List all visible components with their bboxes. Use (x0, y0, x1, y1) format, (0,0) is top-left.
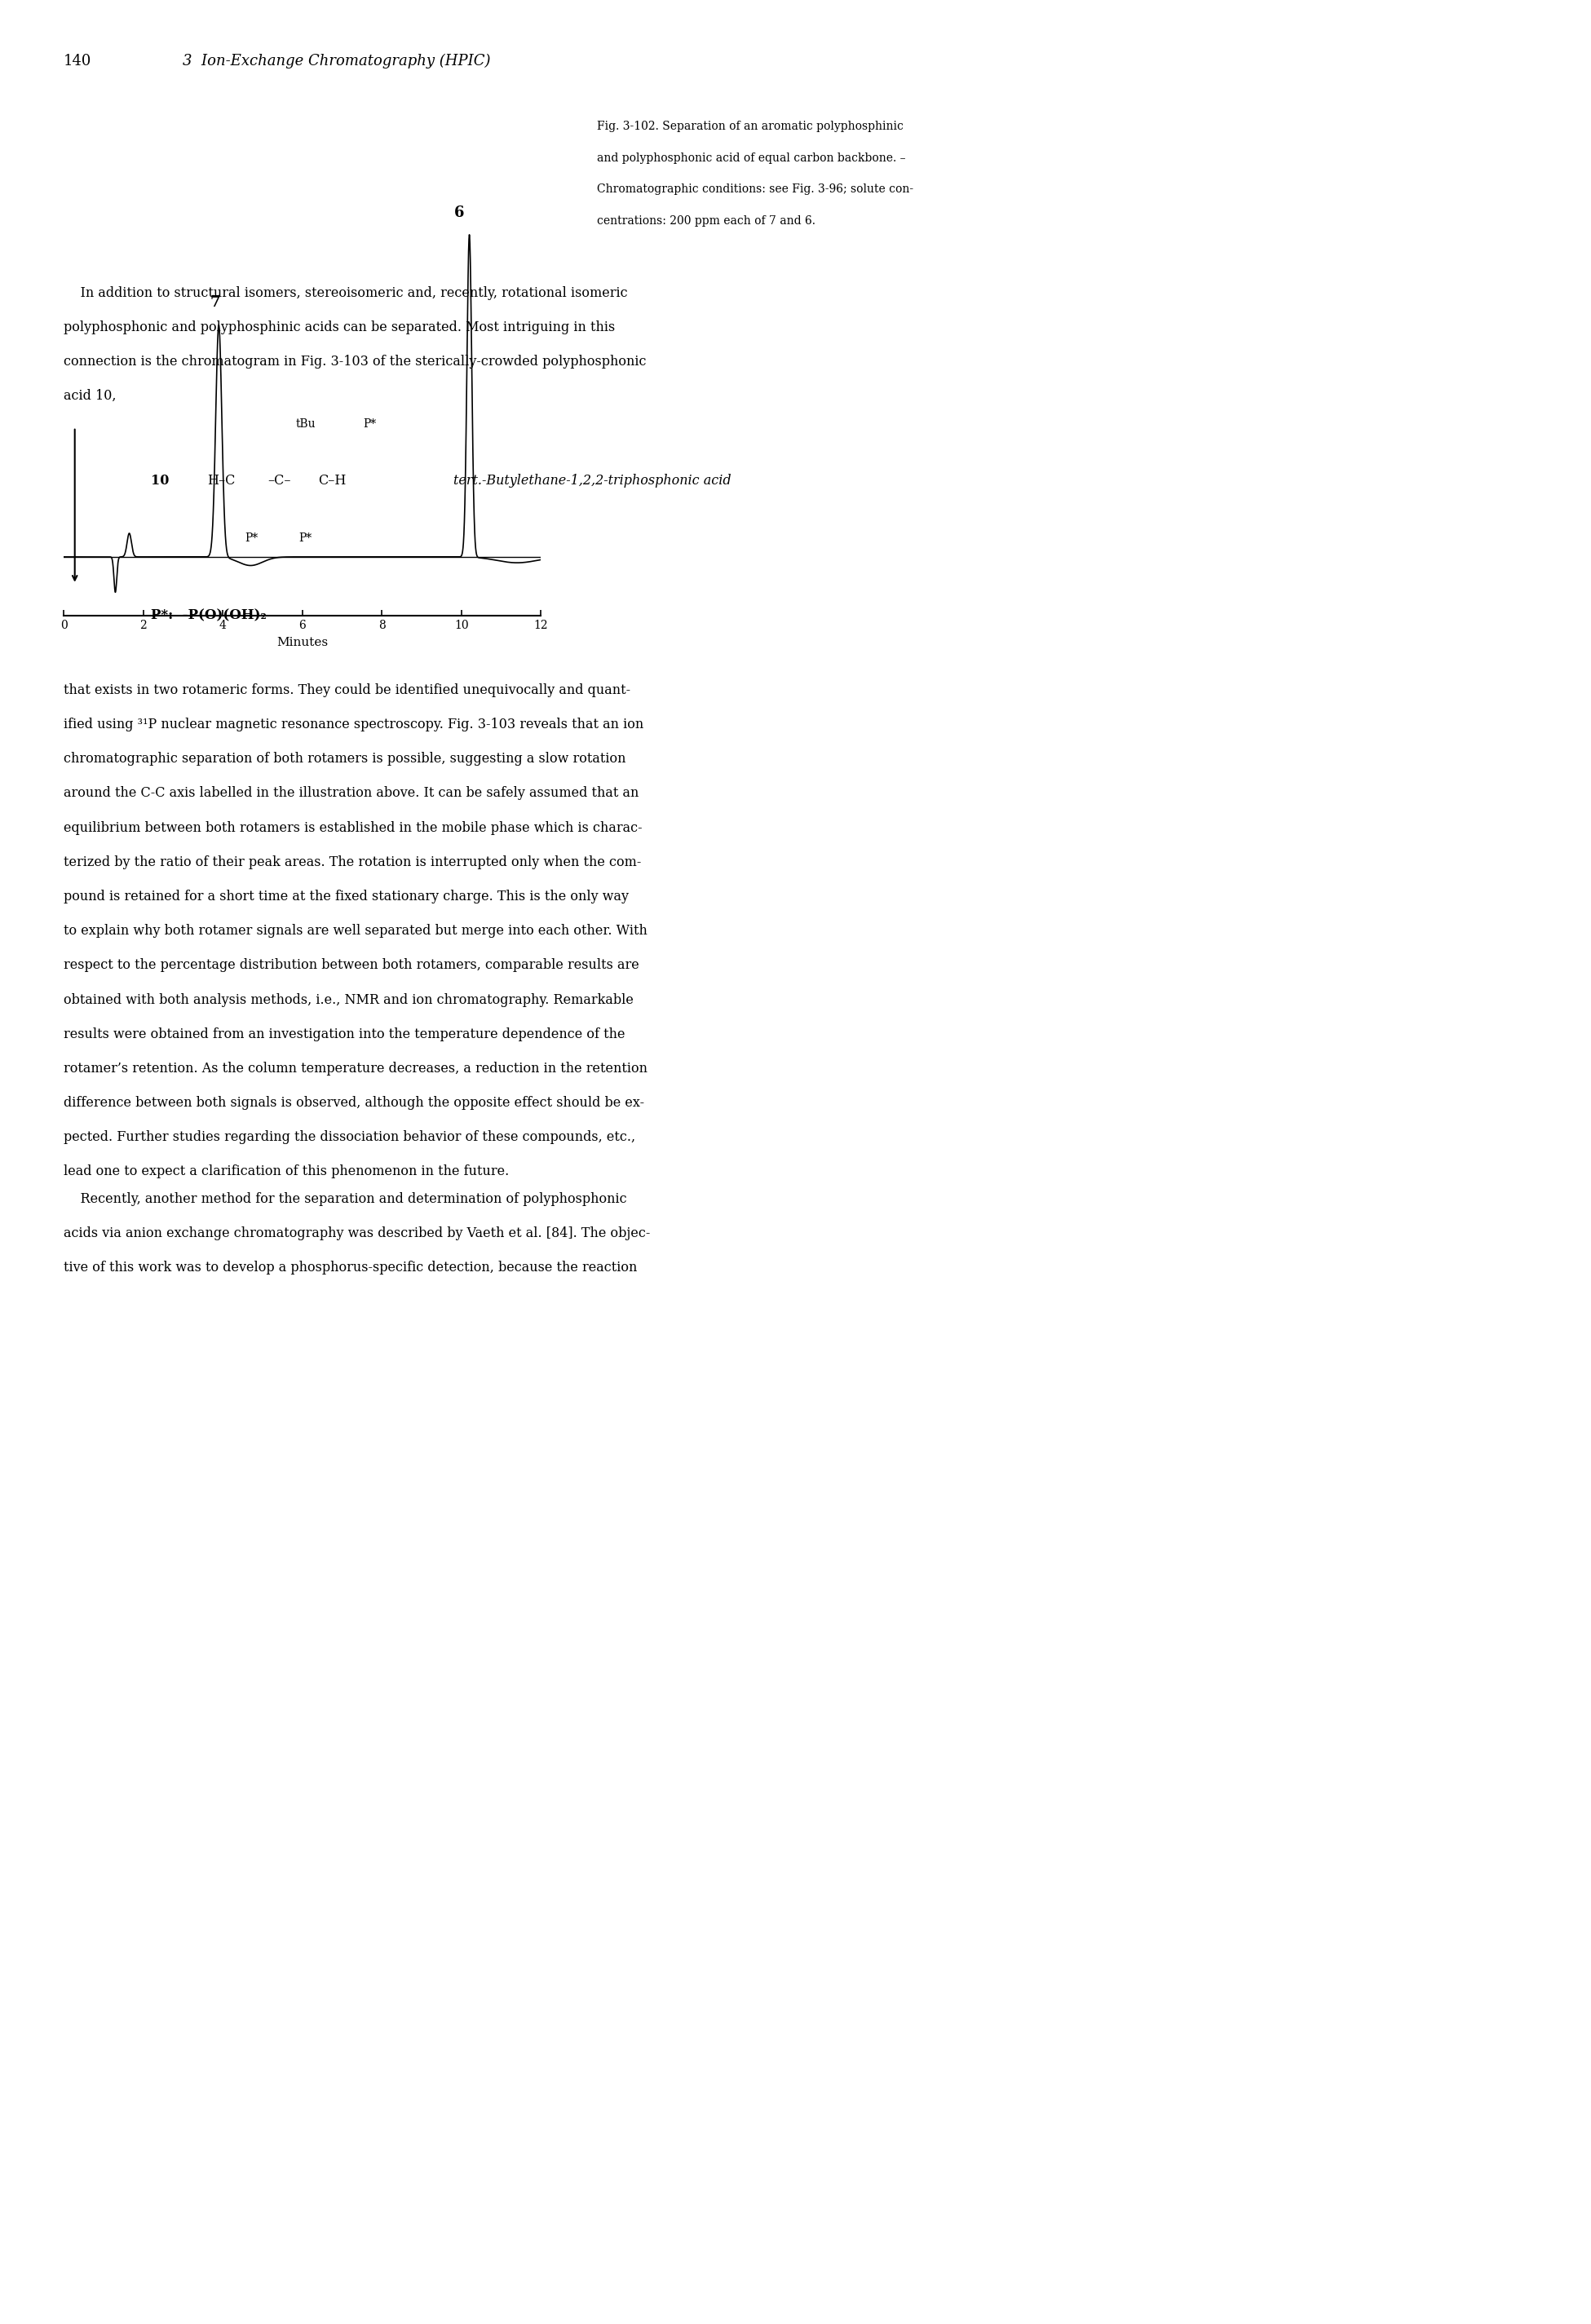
Text: that exists in two rotameric forms. They could be identified unequivocally and q: that exists in two rotameric forms. They… (64, 683, 630, 697)
Text: 140: 140 (64, 53, 92, 67)
Text: acid 10,: acid 10, (64, 388, 116, 402)
Text: terized by the ratio of their peak areas. The rotation is interrupted only when : terized by the ratio of their peak areas… (64, 855, 641, 869)
Text: C–H: C–H (318, 474, 347, 488)
Text: Chromatographic conditions: see Fig. 3-96; solute con-: Chromatographic conditions: see Fig. 3-9… (597, 184, 913, 195)
Text: difference between both signals is observed, although the opposite effect should: difference between both signals is obser… (64, 1097, 644, 1111)
Text: ified using ³¹P nuclear magnetic resonance spectroscopy. Fig. 3-103 reveals that: ified using ³¹P nuclear magnetic resonan… (64, 718, 644, 732)
Text: lead one to expect a clarification of this phenomenon in the future.: lead one to expect a clarification of th… (64, 1164, 509, 1178)
Text: 3  Ion-Exchange Chromatography (HPIC): 3 Ion-Exchange Chromatography (HPIC) (183, 53, 490, 67)
Text: chromatographic separation of both rotamers is possible, suggesting a slow rotat: chromatographic separation of both rotam… (64, 753, 625, 767)
Text: acids via anion exchange chromatography was described by Vaeth et al. [84]. The : acids via anion exchange chromatography … (64, 1227, 651, 1241)
Text: and polyphosphonic acid of equal carbon backbone. –: and polyphosphonic acid of equal carbon … (597, 153, 905, 163)
Text: to explain why both rotamer signals are well separated but merge into each other: to explain why both rotamer signals are … (64, 925, 648, 939)
Text: P*:  -P(O)(OH)₂: P*: -P(O)(OH)₂ (151, 609, 267, 623)
Text: H–C: H–C (207, 474, 235, 488)
Text: polyphosphonic and polyphosphinic acids can be separated. Most intriguing in thi: polyphosphonic and polyphosphinic acids … (64, 321, 616, 335)
Text: obtained with both analysis methods, i.e., NMR and ion chromatography. Remarkabl: obtained with both analysis methods, i.e… (64, 992, 633, 1006)
Text: P*: P* (245, 532, 258, 544)
Text: P*: P* (363, 418, 375, 430)
Text: equilibrium between both rotamers is established in the mobile phase which is ch: equilibrium between both rotamers is est… (64, 820, 643, 834)
X-axis label: Minutes: Minutes (277, 637, 328, 648)
Text: tert.-Butylethane-1,2,2-triphosphonic acid: tert.-Butylethane-1,2,2-triphosphonic ac… (453, 474, 732, 488)
Text: connection is the chromatogram in Fig. 3-103 of the sterically-crowded polyphosp: connection is the chromatogram in Fig. 3… (64, 356, 646, 370)
Text: tive of this work was to develop a phosphorus-specific detection, because the re: tive of this work was to develop a phosp… (64, 1262, 638, 1276)
Text: pected. Further studies regarding the dissociation behavior of these compounds, : pected. Further studies regarding the di… (64, 1129, 635, 1143)
Text: 10: 10 (151, 474, 169, 488)
Text: In addition to structural isomers, stereoisomeric and, recently, rotational isom: In addition to structural isomers, stere… (64, 286, 627, 300)
Text: –C–: –C– (267, 474, 291, 488)
Text: centrations: 200 ppm each of 7 and 6.: centrations: 200 ppm each of 7 and 6. (597, 216, 815, 225)
Text: Fig. 3-102. Separation of an aromatic polyphosphinic: Fig. 3-102. Separation of an aromatic po… (597, 121, 904, 132)
Text: 6: 6 (455, 205, 465, 221)
Text: P*: P* (299, 532, 312, 544)
Text: Recently, another method for the separation and determination of polyphosphonic: Recently, another method for the separat… (64, 1192, 627, 1206)
Text: tBu: tBu (296, 418, 315, 430)
Text: pound is retained for a short time at the fixed stationary charge. This is the o: pound is retained for a short time at th… (64, 890, 628, 904)
Text: respect to the percentage distribution between both rotamers, comparable results: respect to the percentage distribution b… (64, 957, 640, 971)
Text: 7: 7 (210, 295, 220, 309)
Text: around the C-C axis labelled in the illustration above. It can be safely assumed: around the C-C axis labelled in the illu… (64, 786, 640, 799)
Text: rotamer’s retention. As the column temperature decreases, a reduction in the ret: rotamer’s retention. As the column tempe… (64, 1062, 648, 1076)
Text: results were obtained from an investigation into the temperature dependence of t: results were obtained from an investigat… (64, 1027, 625, 1041)
